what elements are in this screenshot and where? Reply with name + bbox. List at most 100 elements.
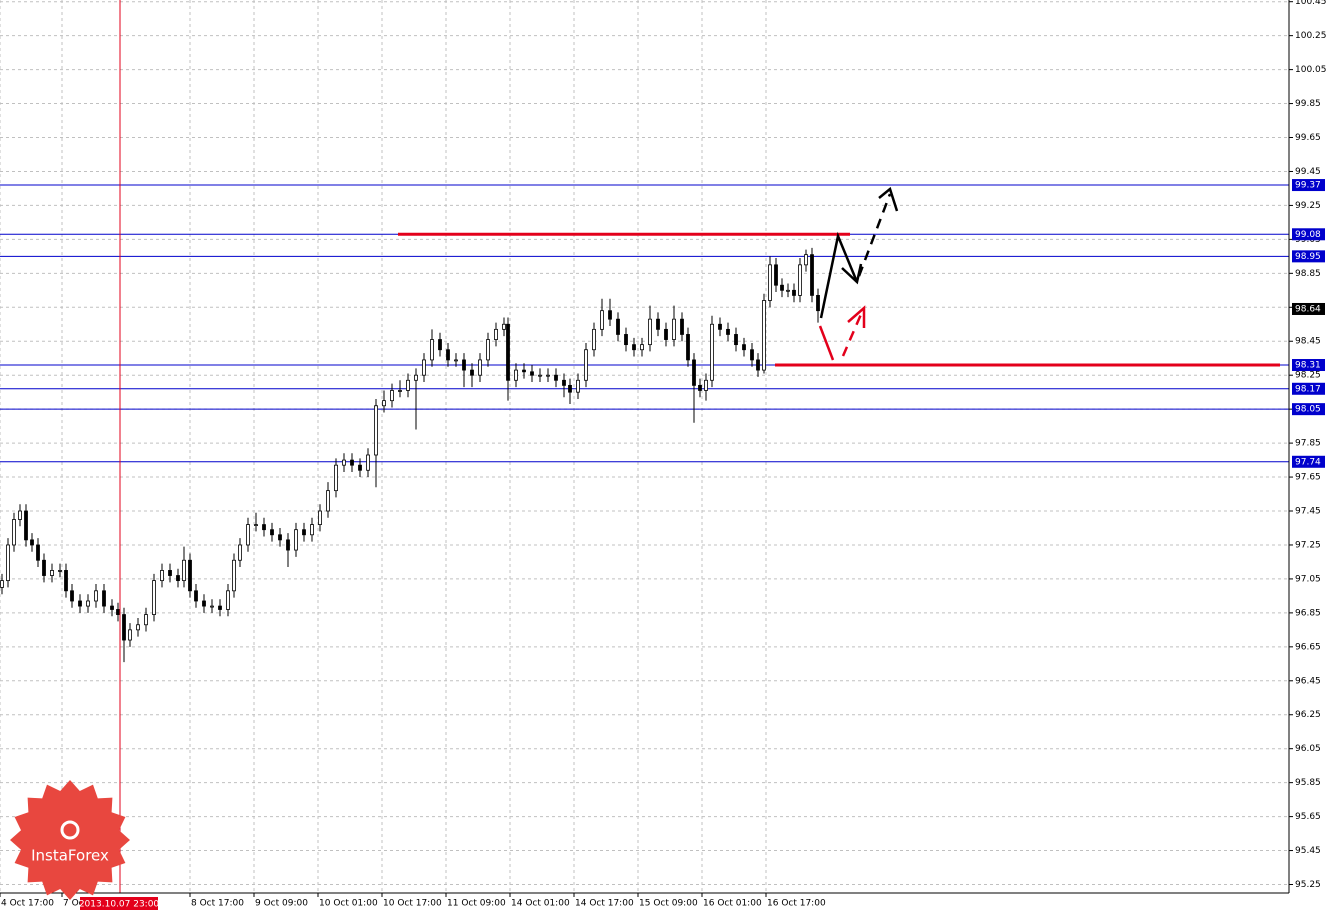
candle-body	[0, 580, 4, 588]
candle-body	[774, 264, 778, 286]
candle-body	[692, 359, 696, 386]
crosshair-label: 2013.10.07 23:00	[79, 900, 160, 910]
candle-body	[592, 328, 596, 351]
y-tick-label: 97.25	[1295, 540, 1321, 550]
logo-text: InstaForex	[31, 847, 109, 865]
candle-body	[374, 405, 378, 456]
x-tick-label: 16 Oct 17:00	[767, 899, 826, 909]
candle-body	[302, 529, 306, 536]
candle-body	[334, 464, 338, 492]
candle-body	[86, 600, 90, 607]
red-arrow	[818, 325, 835, 361]
candle-body	[584, 349, 588, 381]
current-price-label: 98.64	[1295, 304, 1321, 314]
candle-body	[470, 369, 474, 376]
level-label-box	[1292, 359, 1325, 372]
candle-body	[446, 349, 450, 361]
candle-body	[168, 570, 172, 576]
logo-icon	[60, 820, 80, 840]
candle-body	[430, 339, 434, 361]
red-dashed	[841, 311, 864, 357]
candle-body	[70, 590, 74, 602]
forecast-dashed	[857, 193, 892, 277]
y-tick-label: 99.25	[1295, 201, 1321, 211]
x-tick-label: 4 Oct 17:00	[1, 899, 54, 909]
candle-body	[398, 390, 402, 392]
level-label-box	[1292, 382, 1325, 395]
level-label: 98.17	[1295, 384, 1321, 394]
y-tick-label: 97.65	[1295, 473, 1321, 483]
candle-body	[144, 614, 148, 626]
candle-body	[710, 323, 714, 381]
candle-body	[50, 570, 54, 576]
candle-body	[286, 539, 290, 551]
candle-body	[546, 374, 550, 377]
candle-body	[522, 369, 526, 373]
y-tick-label: 96.65	[1295, 642, 1321, 652]
candle-body	[756, 359, 760, 371]
candle-body	[750, 349, 754, 361]
y-tick-label: 95.25	[1295, 880, 1321, 890]
candle-body	[58, 570, 62, 572]
candle-body	[554, 374, 558, 381]
candle-body	[30, 539, 34, 546]
candle-body	[136, 624, 140, 631]
y-tick-label: 100.25	[1295, 31, 1327, 41]
candle-body	[506, 323, 510, 381]
candle-body	[632, 344, 636, 351]
arrow-head	[841, 263, 863, 285]
candle-body	[310, 524, 314, 536]
candle-body	[342, 459, 346, 466]
candle-body	[414, 374, 418, 381]
candle-body	[218, 605, 222, 610]
candle-body	[792, 289, 796, 296]
candle-body	[494, 328, 498, 340]
level-label: 98.31	[1295, 361, 1321, 371]
candle-body	[530, 371, 534, 376]
candle-body	[798, 264, 802, 296]
candle-body	[152, 580, 156, 615]
candle-body	[294, 529, 298, 551]
candle-body	[568, 384, 572, 393]
candle-body	[122, 614, 126, 641]
candle-body	[686, 334, 690, 361]
forecast-arrow	[819, 231, 859, 319]
candle-body	[36, 544, 40, 561]
candle-body	[94, 590, 98, 602]
x-tick-label: 16 Oct 01:00	[703, 899, 762, 909]
y-tick-label: 100.05	[1295, 65, 1327, 75]
y-tick-label: 96.85	[1295, 608, 1321, 618]
logo-badge	[10, 780, 130, 900]
y-tick-label: 98.45	[1295, 337, 1321, 347]
candle-body	[194, 590, 198, 602]
candle-body	[438, 339, 442, 351]
candle-body	[6, 544, 10, 582]
candle-body	[514, 369, 518, 381]
candle-body	[454, 359, 458, 362]
y-tick-label: 97.05	[1295, 574, 1321, 584]
level-label: 98.05	[1295, 405, 1321, 415]
candle-body	[656, 318, 660, 330]
y-tick-label: 95.65	[1295, 812, 1321, 822]
candle-body	[210, 605, 214, 608]
candle-body	[176, 575, 180, 582]
x-tick-label: 9 Oct 09:00	[255, 899, 308, 909]
candle-body	[318, 510, 322, 525]
x-tick-label: 10 Oct 01:00	[319, 899, 378, 909]
y-tick-label: 98.85	[1295, 269, 1321, 279]
candle-body	[562, 379, 566, 386]
level-label: 99.08	[1295, 230, 1321, 240]
candle-body	[502, 323, 506, 330]
candle-body	[680, 318, 684, 335]
y-tick-label: 96.45	[1295, 676, 1321, 686]
candle-body	[238, 544, 242, 561]
current-price-box	[1292, 302, 1325, 315]
candle-body	[486, 339, 490, 361]
grid	[0, 0, 1289, 893]
candle-body	[406, 379, 410, 391]
level-label: 98.95	[1295, 252, 1321, 262]
y-tick-label: 97.85	[1295, 439, 1321, 449]
